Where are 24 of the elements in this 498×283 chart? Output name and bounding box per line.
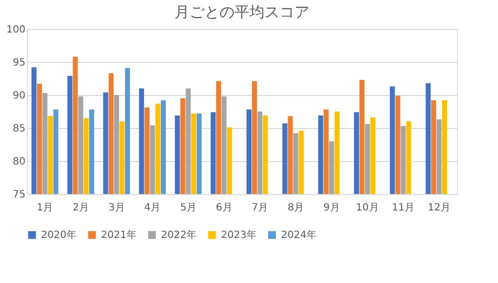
x-tick-label: 3月 bbox=[108, 202, 125, 214]
legend-label: 2020年 bbox=[41, 229, 76, 241]
legend-label: 2024年 bbox=[281, 229, 316, 241]
x-tick-label: 5月 bbox=[180, 202, 196, 214]
x-tick-label: 1月 bbox=[36, 202, 54, 214]
y-tick-label: 75 bbox=[12, 190, 26, 200]
x-tick-label: 4月 bbox=[144, 202, 161, 214]
legend-label: 2022年 bbox=[161, 229, 196, 241]
y-tick-label: 80 bbox=[12, 156, 26, 168]
x-tick-label: 7月 bbox=[252, 202, 268, 214]
x-tick-label: 9月 bbox=[323, 202, 340, 214]
legend-label: 2021年 bbox=[101, 229, 136, 241]
y-tick-label: 100 bbox=[6, 24, 26, 36]
y-tick-label: 90 bbox=[12, 90, 26, 102]
x-tick-label: 10月 bbox=[356, 202, 379, 214]
legend-label: 2023年 bbox=[221, 229, 256, 241]
x-tick-label: 12月 bbox=[428, 202, 450, 214]
x-tick-label: 2月 bbox=[72, 202, 89, 214]
y-tick-label: 85 bbox=[12, 124, 26, 134]
x-tick-label: 6月 bbox=[216, 202, 232, 214]
x-tick-label: 8月 bbox=[288, 202, 304, 214]
chart-title: 月ごとの平均スコア bbox=[174, 3, 310, 21]
x-tick-label: 11月 bbox=[392, 202, 415, 214]
y-tick-label: 95 bbox=[12, 58, 26, 68]
